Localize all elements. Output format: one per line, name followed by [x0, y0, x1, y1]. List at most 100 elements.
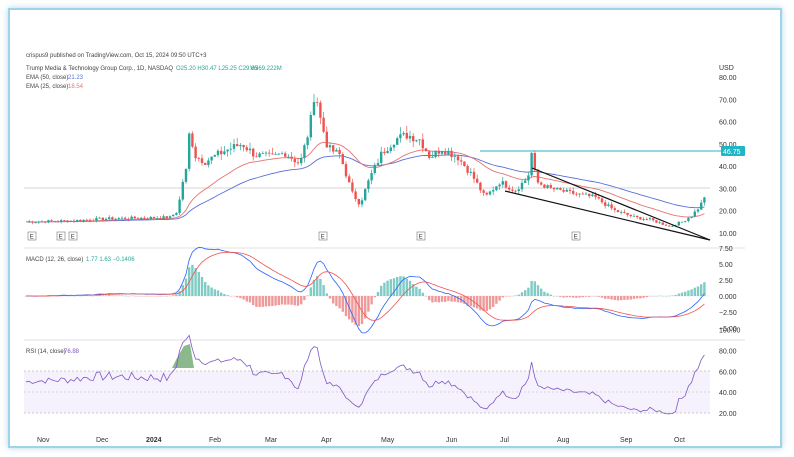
candle — [261, 151, 264, 154]
candle — [380, 146, 383, 167]
macd-bar — [271, 296, 274, 306]
candle — [364, 188, 367, 202]
candle — [559, 187, 562, 191]
macd-bar — [693, 287, 696, 296]
candle — [412, 133, 415, 148]
rsi-tick-label: 20.00 — [719, 411, 737, 418]
candle — [546, 184, 549, 189]
macd-bar — [572, 296, 575, 298]
macd-bar — [236, 296, 239, 298]
candle — [392, 144, 396, 151]
macd-bar — [421, 292, 424, 296]
candle — [252, 147, 255, 161]
candle — [636, 215, 639, 219]
macd-bar — [674, 294, 677, 296]
macd-bar — [287, 296, 290, 305]
candle — [354, 188, 357, 202]
macd-bar — [597, 296, 600, 297]
price-tick-label: 10.00 — [719, 231, 737, 238]
macd-bar — [559, 296, 562, 297]
candle — [200, 154, 204, 166]
macd-bar — [636, 296, 639, 299]
candle — [306, 135, 309, 150]
candle — [456, 154, 460, 166]
candle — [610, 201, 613, 211]
macd-bar — [437, 296, 440, 303]
candle — [565, 187, 568, 192]
candle — [245, 144, 248, 153]
earnings-marker[interactable]: E — [571, 231, 581, 241]
svg-text:E: E — [71, 235, 75, 241]
macd-bar — [402, 276, 405, 296]
macd-bar — [277, 296, 280, 306]
candle — [527, 171, 530, 185]
candle — [418, 139, 421, 146]
rsi-axis: 100.00 80.00 60.00 40.00 20.00 — [719, 328, 741, 419]
earnings-marker[interactable]: E — [68, 231, 78, 241]
candle — [661, 222, 664, 226]
macd-bar — [581, 296, 584, 298]
earnings-marker[interactable]: E — [416, 231, 426, 241]
trading-chart[interactable]: crispus9 published on TradingView.com, O… — [10, 10, 784, 450]
candle — [226, 149, 229, 157]
candle — [213, 154, 216, 158]
macd-bar — [261, 296, 264, 307]
time-label: Nov — [37, 437, 50, 444]
candle — [149, 216, 152, 220]
candle — [360, 197, 364, 208]
macd-bar — [469, 296, 472, 307]
price-tick-label: 40.00 — [719, 164, 737, 171]
candle — [258, 151, 261, 158]
rsi-overbought-fill — [172, 344, 194, 368]
candle — [197, 156, 200, 162]
candle — [159, 216, 162, 220]
macd-bar — [613, 296, 616, 301]
candle — [485, 191, 488, 196]
candle — [434, 150, 437, 159]
candle — [255, 152, 258, 158]
candle — [562, 187, 565, 193]
rsi-panel[interactable]: RSI (14, close) 76.88 100.00 80.00 60.00 40… — [24, 328, 741, 419]
candle — [524, 177, 527, 184]
candle — [552, 187, 556, 193]
candle — [47, 219, 50, 224]
rsi-tick-label: 100.00 — [719, 328, 741, 335]
macd-bar — [623, 296, 626, 300]
candle — [188, 132, 191, 172]
macd-bar — [316, 276, 319, 296]
candle — [172, 214, 175, 217]
macd-bar — [530, 280, 533, 296]
price-axis: 80.00 70.00 60.00 50.00 40.00 30.00 20.00 10.00 — [719, 75, 737, 238]
macd-bar — [412, 284, 415, 296]
earnings-marker[interactable]: E — [318, 231, 328, 241]
earnings-marker[interactable]: E — [56, 231, 66, 241]
macd-bar — [210, 287, 213, 296]
candle — [296, 158, 300, 166]
candle — [482, 189, 485, 196]
macd-bar — [172, 295, 175, 296]
candle — [530, 152, 533, 178]
candle — [220, 146, 223, 160]
macd-bar — [479, 296, 482, 311]
macd-bar — [178, 291, 181, 296]
price-panel[interactable]: 80.00 70.00 60.00 50.00 40.00 30.00 20.00 10.00… — [24, 75, 745, 241]
candle — [239, 142, 242, 151]
candle — [581, 191, 584, 195]
candle — [642, 217, 645, 222]
macd-bar — [549, 294, 552, 296]
macd-bar — [101, 295, 104, 296]
earnings-marker[interactable]: E — [27, 231, 37, 241]
macd-bar — [604, 296, 607, 299]
macd-bar — [312, 279, 316, 296]
candle — [309, 111, 312, 141]
macd-bar — [367, 296, 370, 312]
price-tick-label: 20.00 — [719, 209, 737, 216]
time-label: Jun — [446, 437, 457, 444]
candle — [620, 210, 623, 215]
svg-text:E: E — [59, 235, 63, 241]
candle — [383, 148, 386, 156]
macd-panel[interactable]: MACD (12, 26, close) 1.77 1.63 −0.1406 7… — [24, 246, 737, 334]
macd-bar — [255, 296, 258, 307]
macd-bar — [568, 296, 572, 298]
